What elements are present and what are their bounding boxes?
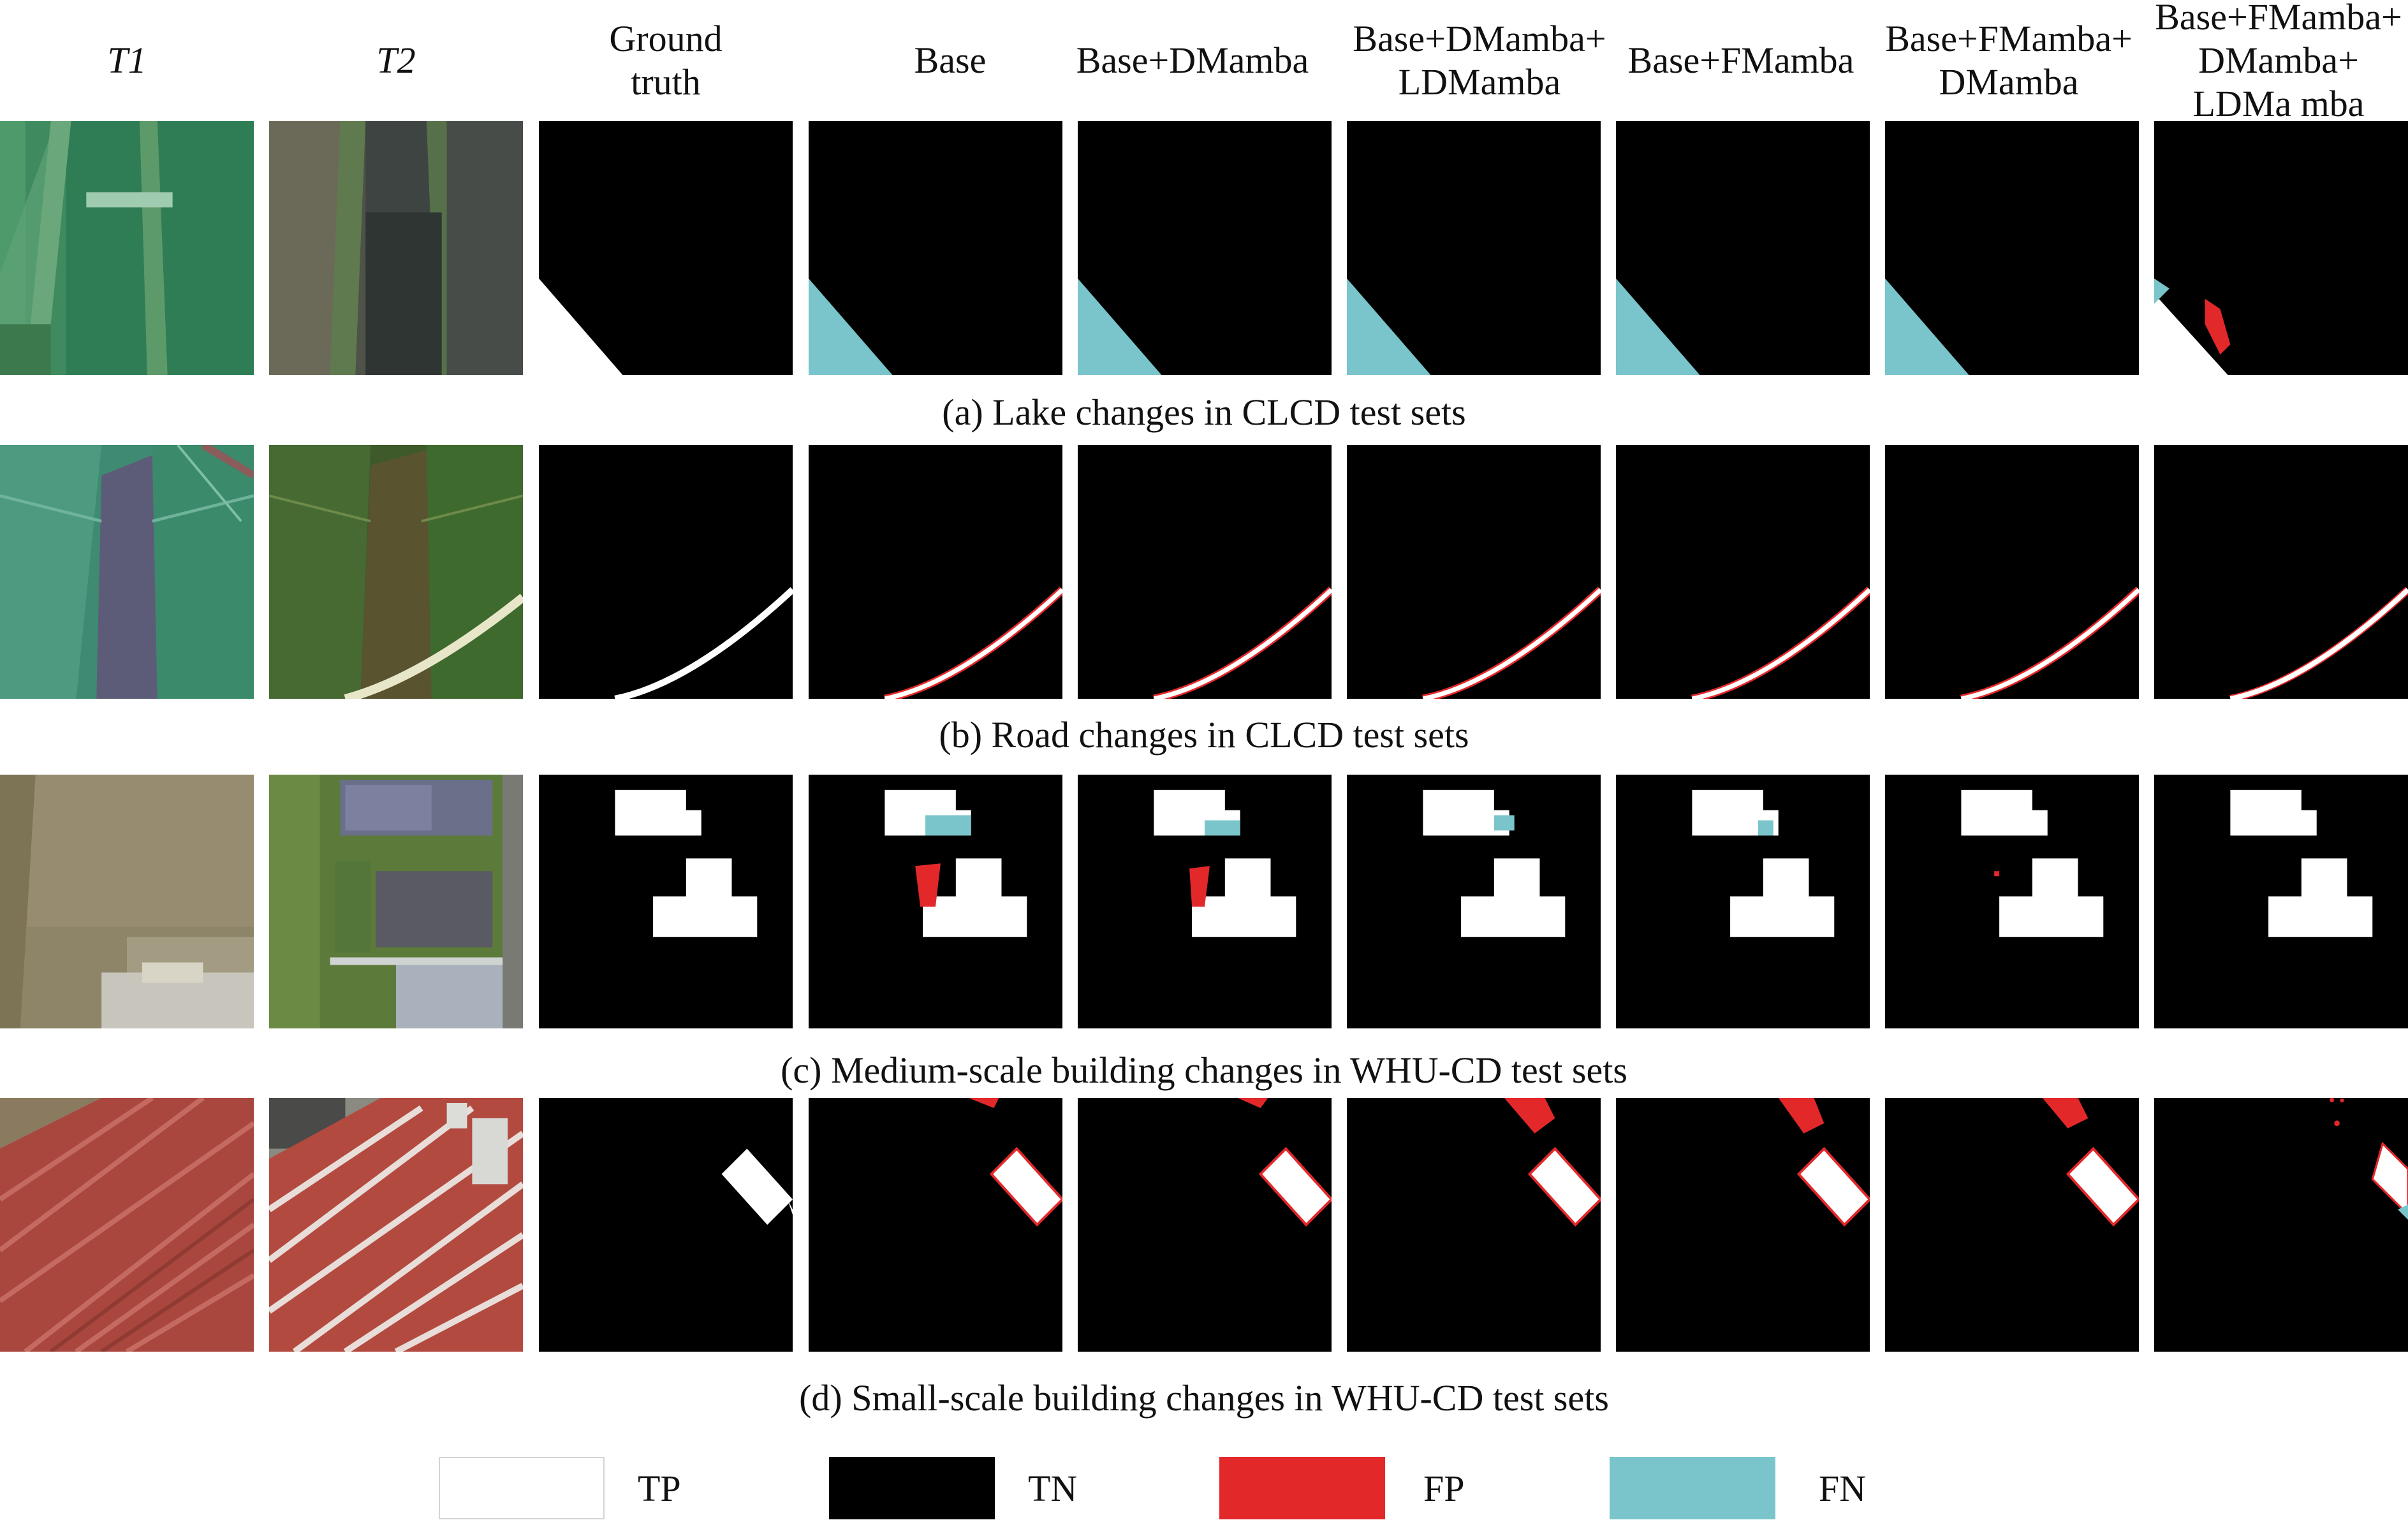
medium-building-t1-image — [0, 775, 254, 1028]
header-base-dmamba: Base+DMamba — [1076, 40, 1309, 81]
header-ground-truth: Ground truth — [609, 18, 723, 103]
medium-building-base-dmamba-map — [1078, 775, 1332, 1028]
medium-building-base-fmamba-map — [1616, 775, 1870, 1028]
road-t2-image — [269, 445, 523, 699]
small-building-t2-image — [269, 1098, 523, 1352]
small-building-base-fmamba-dmamba-map — [1885, 1098, 2139, 1352]
road-ground-truth — [539, 445, 793, 699]
caption-d: (d) Small-scale building changes in WHU-… — [799, 1377, 1609, 1419]
header-base-fmamba-dmamba: Base+FMamba+ DMamba — [1885, 18, 2133, 103]
legend-fp-label: FP — [1423, 1468, 1465, 1509]
medium-building-base-dmamba-ldmamba-map — [1347, 775, 1601, 1028]
header-base-fmamba: Base+FMamba — [1627, 40, 1854, 81]
road-t1-image — [0, 445, 254, 699]
medium-building-full-model-map — [2154, 775, 2408, 1028]
medium-building-base-fmamba-dmamba-map — [1885, 775, 2139, 1028]
legend-tp-label: TP — [638, 1468, 681, 1509]
road-base-map — [809, 445, 1062, 699]
small-building-base-fmamba-map — [1616, 1098, 1870, 1352]
small-building-ground-truth — [539, 1098, 793, 1352]
medium-building-ground-truth — [539, 775, 793, 1028]
small-building-base-dmamba-map — [1078, 1098, 1332, 1352]
legend-fn-label: FN — [1819, 1468, 1867, 1509]
legend-tp-swatch — [439, 1457, 605, 1519]
header-full-model: Base+FMamba+ DMamba+ LDMa mba — [2155, 0, 2402, 124]
small-building-base-map — [809, 1098, 1062, 1352]
legend-tn-label: TN — [1028, 1468, 1078, 1509]
caption-c: (c) Medium-scale building changes in WHU… — [781, 1049, 1627, 1091]
small-building-full-model-map — [2154, 1098, 2408, 1352]
lake-base-dmamba-map — [1078, 121, 1332, 375]
caption-b: (b) Road changes in CLCD test sets — [939, 714, 1469, 756]
legend-tn-swatch — [829, 1457, 995, 1519]
road-base-dmamba-map — [1078, 445, 1332, 699]
small-building-t1-image — [0, 1098, 254, 1352]
lake-base-map — [809, 121, 1062, 375]
medium-building-base-map — [809, 775, 1062, 1028]
caption-a: (a) Lake changes in CLCD test sets — [942, 391, 1466, 433]
road-base-fmamba-map — [1616, 445, 1870, 699]
medium-building-t2-image — [269, 775, 523, 1028]
road-full-model-map — [2154, 445, 2408, 699]
lake-ground-truth — [539, 121, 793, 375]
road-base-dmamba-ldmamba-map — [1347, 445, 1601, 699]
small-building-base-dmamba-ldmamba-map — [1347, 1098, 1601, 1352]
lake-t1-image — [0, 121, 254, 375]
legend-fp-swatch — [1219, 1457, 1385, 1519]
lake-t2-image — [269, 121, 523, 375]
lake-base-fmamba-dmamba-map — [1885, 121, 2139, 375]
road-base-fmamba-dmamba-map — [1885, 445, 2139, 699]
header-base: Base — [914, 40, 987, 81]
lake-full-model-map — [2154, 121, 2408, 375]
header-t2: T2 — [376, 40, 416, 81]
lake-base-dmamba-ldmamba-map — [1347, 121, 1601, 375]
header-t1: T1 — [107, 40, 147, 81]
header-base-dmamba-ldmamba: Base+DMamba+ LDMamba — [1353, 18, 1606, 103]
legend-fn-swatch — [1610, 1457, 1775, 1519]
lake-base-fmamba-map — [1616, 121, 1870, 375]
